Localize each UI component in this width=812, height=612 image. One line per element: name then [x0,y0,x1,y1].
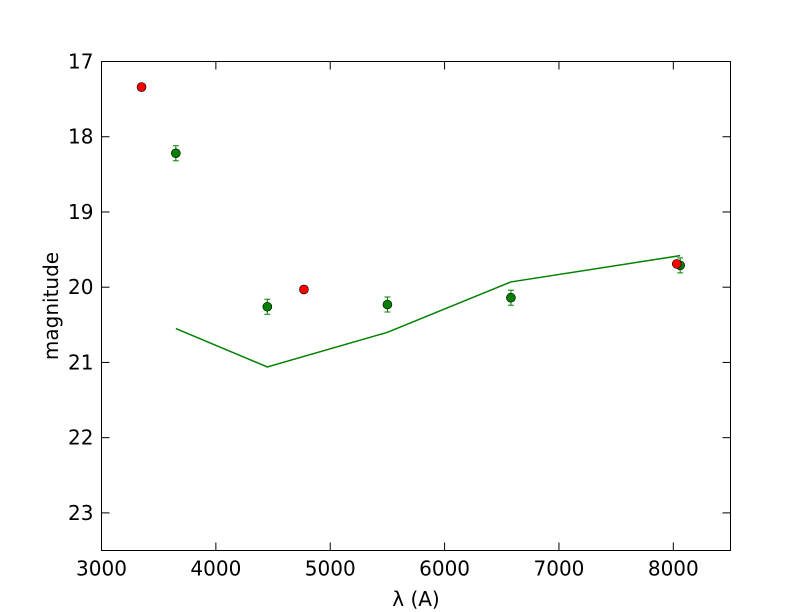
y-axis-label: magnitude [39,252,63,360]
x-axis-label: λ (A) [392,587,439,611]
y-tick-label: 18 [68,125,93,149]
x-tick-label: 6000 [419,557,470,581]
x-tick-label: 7000 [534,557,585,581]
y-tick-label: 17 [68,50,93,74]
y-tick-label: 20 [68,275,93,299]
model-line [175,254,681,368]
x-axis-ticks: 3000 4000 5000 6000 7000 8000 [76,61,699,581]
plot-frame [101,61,731,551]
plot-marks [136,82,685,368]
y-tick-label: 22 [68,426,93,450]
y-tick-label: 23 [68,501,93,525]
green-data-point [171,148,181,159]
red-data-point [671,259,682,269]
green-data-point [506,292,516,303]
x-tick-label: 8000 [648,557,699,581]
y-tick-label: 21 [68,350,93,374]
y-tick-label: 19 [68,200,93,224]
x-tick-label: 5000 [305,557,356,581]
green-data-point [262,301,273,312]
red-data-point [299,284,309,295]
y-axis-ticks: 17 18 19 20 21 22 23 [68,50,731,525]
red-data-point [136,82,147,92]
x-tick-label: 4000 [190,557,241,581]
x-tick-label: 3000 [76,557,127,581]
green-data-point [382,299,393,310]
